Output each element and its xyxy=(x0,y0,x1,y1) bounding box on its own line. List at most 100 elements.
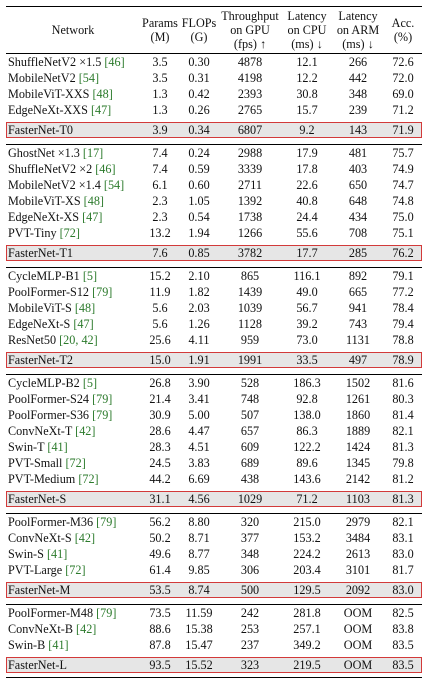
network-name-cell: PoolFormer-S24 [79] xyxy=(6,391,140,407)
network-name-cell: FasterNet-M xyxy=(6,582,140,598)
flops-cell: 15.38 xyxy=(185,622,213,636)
table-row: ShuffleNetV2 ×2 [46] 7.4 0.59 3339 17.8 403 74… xyxy=(6,161,422,177)
citation-link[interactable]: [54] xyxy=(103,178,125,192)
network-name: CycleMLP-B2 xyxy=(8,376,83,390)
table-row: EdgeNeXt-S [47] 5.6 1.26 1128 39.2 743 79.4 xyxy=(6,316,422,332)
citation-link[interactable]: [72] xyxy=(65,563,86,577)
citation-link[interactable]: [47] xyxy=(90,103,112,117)
cpu-cell: 71.2 xyxy=(282,491,332,507)
cpu-cell: 12.2 xyxy=(296,71,318,85)
flops-cell: 0.24 xyxy=(188,146,210,160)
thr-cell: 320 xyxy=(240,515,260,529)
citation-link[interactable]: [46] xyxy=(95,162,116,176)
cpu-cell: 138.0 xyxy=(293,408,321,422)
table-row: EdgeNeXt-XXS [47] 1.3 0.26 2765 15.7 239 71.2 xyxy=(6,102,422,118)
acc-cell: 81.6 xyxy=(392,376,414,390)
citation-link[interactable]: [79] xyxy=(92,392,113,406)
arm-cell: 3484 xyxy=(345,531,371,545)
citation-link[interactable]: [72] xyxy=(78,472,99,486)
citation-link[interactable]: [41] xyxy=(47,440,68,454)
network-name-cell: PVT-Small [72] xyxy=(6,455,140,471)
citation-link[interactable]: [47] xyxy=(73,317,94,331)
acc-cell: 81.2 xyxy=(392,472,414,486)
highlighted-row: FasterNet-T0 3.9 0.34 6807 9.2 143 71.9 xyxy=(6,122,422,138)
header-throughput: Throughput on GPU (fps) ↑ xyxy=(218,6,282,54)
citation-link[interactable]: [79] xyxy=(92,285,113,299)
citation-link[interactable]: [20, 42] xyxy=(59,333,98,347)
citation-link[interactable]: [48] xyxy=(92,87,113,101)
network-name: PoolFormer-M48 xyxy=(8,606,97,620)
cpu-cell: 281.8 xyxy=(293,606,321,620)
table-row: MobileViT-XXS [48] 1.3 0.42 2393 30.8 348 69.0 xyxy=(6,86,422,102)
cpu-cell: 55.6 xyxy=(296,226,318,240)
flops-cell: 0.31 xyxy=(188,71,210,85)
thr-cell: 6807 xyxy=(218,122,282,138)
table-row: EdgeNeXt-XS [47] 2.3 0.54 1738 24.4 434 75.0 xyxy=(6,209,422,225)
citation-link[interactable]: [72] xyxy=(65,456,86,470)
citation-link[interactable]: [41] xyxy=(46,547,68,561)
network-name: MobileNetV2 xyxy=(8,71,79,85)
citation-link[interactable]: [79] xyxy=(96,515,117,529)
params-cell: 53.5 xyxy=(140,582,180,598)
network-name-cell: CycleMLP-B1 [5] xyxy=(6,268,140,285)
params-cell: 28.3 xyxy=(149,440,171,454)
citation-link[interactable]: [54] xyxy=(78,71,100,85)
cpu-cell: 129.5 xyxy=(282,582,332,598)
citation-link[interactable]: [42] xyxy=(76,622,97,636)
header-latency-cpu: Latency on CPU (ms) ↓ xyxy=(282,6,332,54)
acc-cell: 69.0 xyxy=(392,87,414,101)
arm-cell: 1424 xyxy=(345,440,371,454)
citation-link[interactable]: [5] xyxy=(82,269,98,283)
citation-link[interactable]: [42] xyxy=(75,424,96,438)
citation-link[interactable]: [48] xyxy=(74,301,96,315)
params-cell: 7.4 xyxy=(152,146,168,160)
citation-link[interactable]: [47] xyxy=(82,210,103,224)
citation-link[interactable]: [48] xyxy=(83,194,104,208)
params-cell: 2.3 xyxy=(152,194,168,208)
network-name: PoolFormer-M36 xyxy=(8,515,97,529)
citation-link[interactable]: [42] xyxy=(74,531,96,545)
thr-cell: 507 xyxy=(240,408,260,422)
citation-link[interactable]: [17] xyxy=(82,146,104,160)
table-row: MobileViT-S [48] 5.6 2.03 1039 56.7 941 78.4 xyxy=(6,300,422,316)
group-separator xyxy=(6,261,422,268)
params-cell: 2.3 xyxy=(152,210,168,224)
arm-cell: 1131 xyxy=(346,333,370,347)
arm-cell: 2979 xyxy=(345,515,371,529)
table-row: Swin-B [41] 87.8 15.47 237 349.2 OOM 83.5 xyxy=(6,637,422,653)
network-name: EdgeNeXt-XS xyxy=(8,210,83,224)
thr-cell: 4878 xyxy=(237,55,263,69)
citation-link[interactable]: [79] xyxy=(96,606,117,620)
header-params: Params (M) xyxy=(140,6,180,54)
thr-cell: 1029 xyxy=(218,491,282,507)
table-row: ShuffleNetV2 ×1.5 [46] 3.5 0.30 4878 12.1 266… xyxy=(6,54,422,71)
arm-cell: 285 xyxy=(332,245,384,261)
citation-link[interactable]: [41] xyxy=(48,638,69,652)
citation-link[interactable]: [72] xyxy=(59,226,80,240)
params-cell: 7.6 xyxy=(140,245,180,261)
params-cell: 3.5 xyxy=(152,71,168,85)
citation-link[interactable]: [46] xyxy=(104,55,125,69)
thr-cell: 865 xyxy=(240,269,260,283)
citation-link[interactable]: [5] xyxy=(82,376,98,390)
acc-cell: 82.1 xyxy=(392,515,414,529)
table-row: Swin-S [41] 49.6 8.77 348 224.2 2613 83.0 xyxy=(6,546,422,562)
table-row: PVT-Medium [72] 44.2 6.69 438 143.6 2142 81.2 xyxy=(6,471,422,487)
acc-cell: 76.2 xyxy=(384,245,422,261)
group-separator xyxy=(6,673,422,678)
cpu-cell: 15.7 xyxy=(296,103,318,117)
network-name-cell: ConvNeXt-B [42] xyxy=(6,621,140,637)
thr-cell: 2711 xyxy=(238,178,262,192)
thr-cell: 528 xyxy=(240,376,260,390)
network-name: ConvNeXt-S xyxy=(8,531,75,545)
flops-cell: 0.30 xyxy=(188,55,210,69)
params-cell: 13.2 xyxy=(149,226,171,240)
flops-cell: 15.52 xyxy=(180,657,218,673)
thr-cell: 2988 xyxy=(237,146,263,160)
params-cell: 1.3 xyxy=(152,87,168,101)
citation-link[interactable]: [79] xyxy=(92,408,113,422)
cpu-cell: 17.9 xyxy=(296,146,318,160)
network-name: MobileViT-XXS xyxy=(8,87,93,101)
cpu-cell: 92.8 xyxy=(296,392,318,406)
acc-cell: 78.8 xyxy=(392,333,414,347)
